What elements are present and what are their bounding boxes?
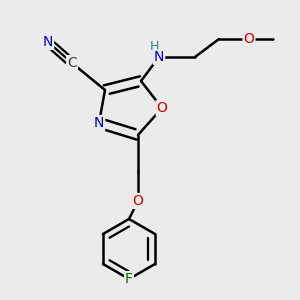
Text: H: H: [150, 40, 159, 53]
Text: C: C: [67, 56, 77, 70]
Text: N: N: [43, 35, 53, 49]
Text: O: O: [157, 101, 167, 115]
Text: O: O: [133, 194, 143, 208]
Text: N: N: [94, 116, 104, 130]
Text: O: O: [244, 32, 254, 46]
Text: F: F: [125, 272, 133, 286]
Text: N: N: [154, 50, 164, 64]
